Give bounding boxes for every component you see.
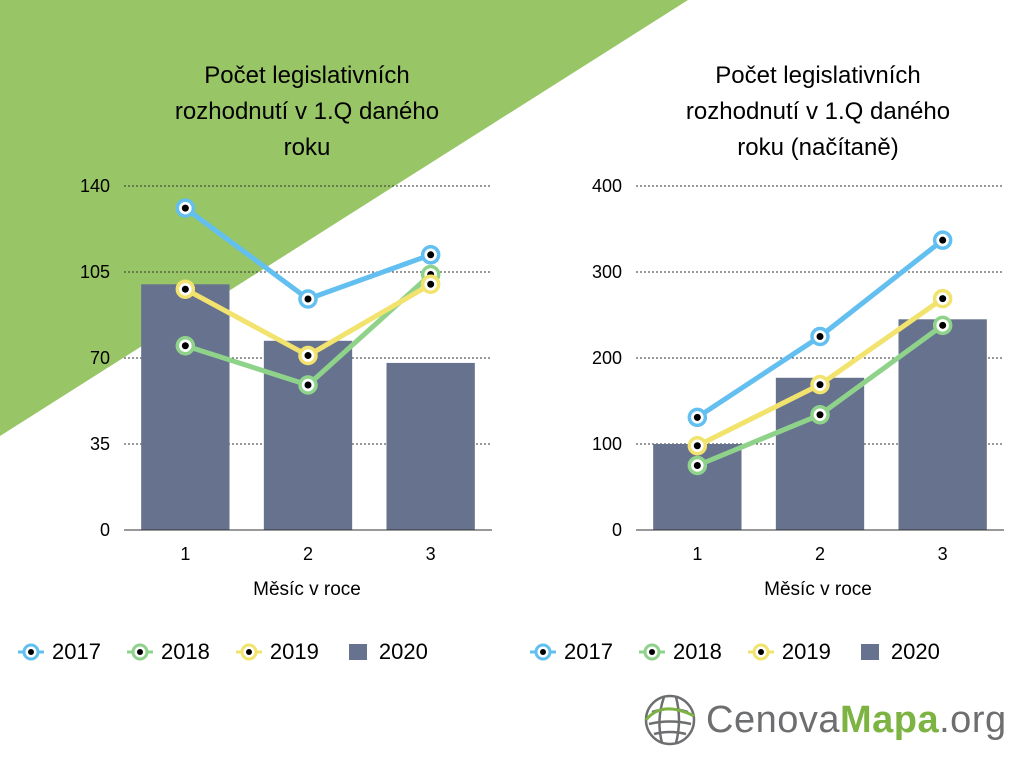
y-tick-label: 35 bbox=[90, 434, 110, 454]
logo-text: CenovaMapa.org bbox=[706, 699, 1007, 742]
point-2019-1 bbox=[687, 435, 708, 456]
cenovamapa-logo: CenovaMapa.org bbox=[642, 688, 1012, 752]
point-2019-1 bbox=[175, 279, 196, 299]
legend-label: 2019 bbox=[269, 639, 319, 664]
point-2017-2 bbox=[298, 289, 318, 309]
legend-item-2017: 2017 bbox=[530, 639, 613, 665]
chart-2: 0 100 200 300 400 1 2 3 bbox=[592, 176, 1004, 564]
chart-2-title-line-1: Počet legislativních bbox=[715, 62, 921, 89]
chart-1-plot: 0 35 70 105 140 1 2 3 bbox=[80, 176, 492, 564]
chart-2-title-line-3: roku (načítaně) bbox=[737, 134, 899, 161]
legend-line-swatch bbox=[235, 643, 262, 661]
legend-item-2019: 2019 bbox=[235, 639, 319, 665]
chart-1-title-line-3: roku bbox=[283, 134, 331, 161]
y-tick-label: 105 bbox=[80, 262, 110, 282]
y-tick-label: 140 bbox=[80, 176, 110, 196]
point-2018-2 bbox=[298, 375, 318, 395]
point-2018-1 bbox=[175, 335, 196, 356]
x-tick-label: 1 bbox=[180, 544, 190, 564]
chart-2-x-axis-label: Měsíc v roce bbox=[764, 579, 872, 600]
chart-1: 0 35 70 105 140 1 2 3 bbox=[80, 176, 492, 564]
y-tick-label: 200 bbox=[592, 348, 622, 368]
logo-text-mapa: Mapa bbox=[839, 698, 940, 741]
logo-text-org: .org bbox=[939, 698, 1007, 741]
point-2017-1 bbox=[687, 407, 708, 428]
y-tick-label: 400 bbox=[592, 176, 622, 196]
point-2018-1 bbox=[687, 455, 708, 476]
chart-2-title-line-2: rozhodnutí v 1.Q daného bbox=[685, 98, 951, 125]
legend-line-swatch bbox=[638, 643, 665, 661]
legend-item-2018: 2018 bbox=[638, 639, 722, 665]
logo-text-cenova: Cenova bbox=[706, 698, 840, 741]
point-2017-3 bbox=[932, 230, 953, 250]
legend-item-2020: 2020 bbox=[857, 639, 940, 665]
legend-item-2017: 2017 bbox=[18, 639, 101, 665]
point-2019-2 bbox=[298, 345, 318, 366]
y-tick-label: 0 bbox=[100, 520, 110, 540]
bar-2020-3 bbox=[898, 319, 987, 530]
chart-2-title: Počet legislativních rozhodnutí v 1.Q da… bbox=[608, 58, 1024, 166]
legend-label: 2020 bbox=[378, 639, 428, 664]
chart-1-legend: 2017 2018 2019 2020 bbox=[18, 636, 454, 668]
y-tick-label: 100 bbox=[592, 434, 622, 454]
point-2017-1 bbox=[175, 198, 196, 218]
globe-grid-icon bbox=[644, 694, 696, 746]
bar-2020-1 bbox=[141, 284, 230, 530]
x-tick-label: 2 bbox=[303, 544, 313, 564]
legend-line-swatch bbox=[18, 643, 44, 661]
x-tick-label: 3 bbox=[426, 544, 436, 564]
point-2017-2 bbox=[810, 326, 830, 347]
legend-line-swatch bbox=[747, 643, 774, 661]
point-2018-2 bbox=[810, 405, 830, 425]
x-tick-label: 2 bbox=[815, 544, 825, 564]
x-tick-label: 1 bbox=[692, 544, 702, 564]
legend-line-swatch bbox=[126, 643, 153, 661]
legend-label: 2017 bbox=[52, 639, 101, 664]
legend-line-swatch bbox=[530, 643, 556, 661]
bar-2020-2 bbox=[775, 377, 865, 530]
legend-item-2020: 2020 bbox=[345, 639, 428, 665]
chart-1-x-axis-label: Měsíc v roce bbox=[253, 579, 361, 600]
chart-1-title: Počet legislativních rozhodnutí v 1.Q da… bbox=[97, 58, 517, 166]
legend-item-2018: 2018 bbox=[126, 639, 210, 665]
point-2019-3 bbox=[420, 274, 441, 295]
chart-2-legend: 2017 2018 2019 2020 bbox=[530, 636, 966, 668]
chart-2-plot: 0 100 200 300 400 1 2 3 bbox=[592, 176, 1004, 564]
bar-2020-2 bbox=[263, 340, 353, 530]
y-tick-label: 300 bbox=[592, 262, 622, 282]
legend-label: 2018 bbox=[672, 639, 722, 664]
bar-2020-3 bbox=[386, 362, 475, 530]
legend-bar-swatch bbox=[348, 644, 367, 660]
legend-item-2019: 2019 bbox=[747, 639, 831, 665]
y-tick-label: 70 bbox=[90, 348, 110, 368]
legend-label: 2019 bbox=[781, 639, 831, 664]
y-tick-label: 0 bbox=[612, 520, 622, 540]
chart-1-title-line-2: rozhodnutí v 1.Q daného bbox=[174, 98, 440, 125]
chart-1-title-line-1: Počet legislativních bbox=[204, 62, 410, 89]
legend-label: 2020 bbox=[890, 639, 940, 664]
point-2017-3 bbox=[420, 245, 441, 265]
legend-label: 2018 bbox=[160, 639, 210, 664]
legend-bar-swatch bbox=[860, 644, 879, 660]
legend-label: 2017 bbox=[564, 639, 613, 664]
point-2019-3 bbox=[932, 288, 953, 309]
x-tick-label: 3 bbox=[938, 544, 948, 564]
point-2019-2 bbox=[810, 374, 830, 395]
point-2018-3 bbox=[932, 315, 953, 336]
